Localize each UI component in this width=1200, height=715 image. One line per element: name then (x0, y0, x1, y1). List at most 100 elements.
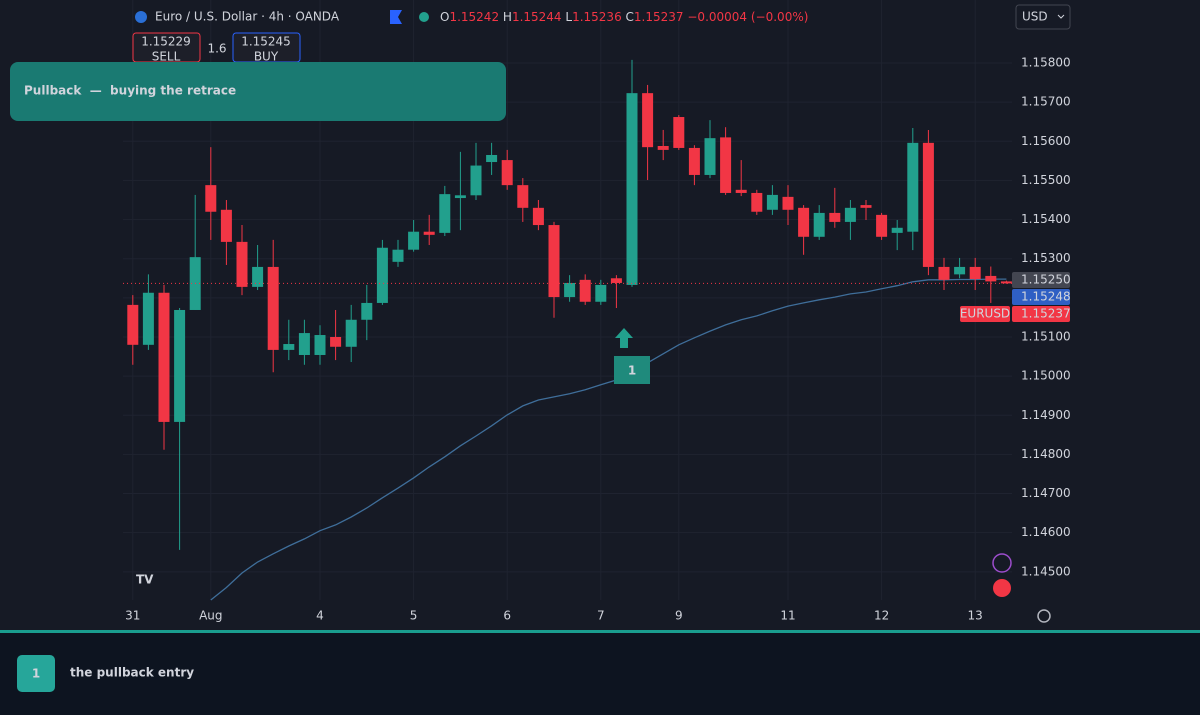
x-tick-label: 11 (780, 609, 795, 623)
y-tick-label: 1.14500 (1021, 564, 1071, 578)
x-tick-label: 7 (597, 609, 605, 623)
candle-body (657, 145, 669, 150)
price-label-bg (1012, 272, 1070, 288)
settings-icon[interactable] (1037, 609, 1051, 623)
footer-badge (17, 655, 55, 692)
x-tick-label: Aug (199, 609, 222, 623)
moving-average (210, 278, 1007, 601)
x-tick-label: 5 (410, 609, 418, 623)
entry-marker (614, 356, 650, 384)
h-label: H (503, 10, 512, 24)
lightning-icon (992, 553, 1012, 573)
dropdown-arrow (1057, 14, 1065, 19)
currency: USD (1022, 10, 1048, 24)
candle-body (408, 231, 420, 250)
candle-body (751, 192, 763, 212)
candle-body (1000, 281, 1012, 284)
flag-icon-bottom (993, 579, 1011, 597)
entry-number: 1 (628, 364, 636, 378)
o-label: O (440, 10, 449, 24)
candle-body (439, 194, 451, 233)
candle-body (205, 185, 217, 212)
candle-body (470, 165, 482, 196)
candle-body (548, 225, 560, 298)
candle-body (860, 205, 872, 208)
candle-body (844, 207, 856, 222)
candle-body (735, 189, 747, 193)
footer (0, 633, 1200, 715)
candle-body (454, 195, 466, 199)
candle-body (486, 154, 498, 163)
y-tick-label: 1.15300 (1021, 251, 1071, 265)
candle-body (174, 309, 186, 422)
candle-body (158, 292, 170, 422)
candle-body (720, 137, 732, 193)
candle-body (252, 266, 264, 287)
candle-body (704, 138, 716, 175)
y-tick-label: 1.14900 (1021, 408, 1071, 422)
candle-body (423, 231, 435, 235)
c-value: 1.15237 (634, 10, 684, 24)
candle-body (283, 344, 295, 350)
candle-body (579, 279, 591, 302)
h-value: 1.15244 (512, 10, 562, 24)
candle-body (954, 266, 966, 275)
y-tick-label: 1.15700 (1021, 95, 1071, 109)
symbol-label-bg (960, 306, 1010, 322)
ohlc: O1.15242 H1.15244 L1.15236 C1.15237 −0.0… (440, 10, 808, 24)
candle-body (330, 336, 342, 347)
candle-body (517, 185, 529, 208)
currency-select[interactable] (1015, 4, 1071, 30)
y-tick-label: 1.15500 (1021, 173, 1071, 187)
status-dot (419, 12, 429, 22)
candle-body (376, 247, 388, 303)
price-label-bg (1012, 289, 1070, 305)
price-label-bg (1012, 306, 1070, 322)
spread: 1.6 (207, 42, 226, 56)
candle-body (298, 333, 310, 355)
logo: TV (136, 573, 154, 587)
buy-label: BUY (254, 50, 279, 64)
candle-body (345, 319, 357, 347)
candle-body (798, 207, 810, 237)
flag-icon (135, 11, 147, 23)
entry-arrow (615, 328, 633, 348)
candle-body (907, 142, 919, 232)
banner (10, 62, 506, 121)
symbol-label: EURUSD (960, 307, 1010, 321)
change: −0.00004 (−0.00%) (687, 10, 808, 24)
y-tick-label: 1.15400 (1021, 212, 1071, 226)
candle-body (688, 147, 700, 175)
candle-body (610, 278, 622, 283)
candle-body (891, 227, 903, 233)
l-value: 1.15236 (572, 10, 622, 24)
plot: 1.15800 1.15700 1.15600 1.15500 1.15400 1.153… (123, 0, 1200, 630)
candle-body (236, 241, 248, 287)
candle-body (673, 117, 685, 148)
candle-body (564, 282, 576, 298)
candle-body (532, 207, 544, 226)
candle-body (938, 266, 950, 280)
banner-title: Pullback — buying the retrace (24, 84, 236, 98)
candle-body (595, 284, 607, 302)
x-tick-label: 13 (968, 609, 983, 623)
y-tick-label: 1.15800 (1021, 56, 1071, 70)
candle-body (501, 160, 513, 186)
symbol: Euro / U.S. Dollar · 4h · OANDA (155, 10, 340, 24)
candle-body (813, 212, 825, 237)
candle-body (314, 335, 326, 355)
footer-text: the pullback entry (70, 666, 194, 680)
x-tick-label: 4 (316, 609, 324, 623)
sell-label: SELL (152, 50, 181, 64)
price-label: 1.15237 (1021, 307, 1071, 321)
y-tick-label: 1.15000 (1021, 369, 1071, 383)
candle-body (626, 93, 638, 285)
sell-price: 1.15229 (141, 35, 191, 49)
price-label: 1.15248 (1021, 290, 1071, 304)
x-tick-label: 12 (874, 609, 889, 623)
candle-body (969, 266, 981, 280)
o-value: 1.15242 (449, 10, 499, 24)
candle-body (392, 249, 404, 262)
y-tick-label: 1.15600 (1021, 134, 1071, 148)
